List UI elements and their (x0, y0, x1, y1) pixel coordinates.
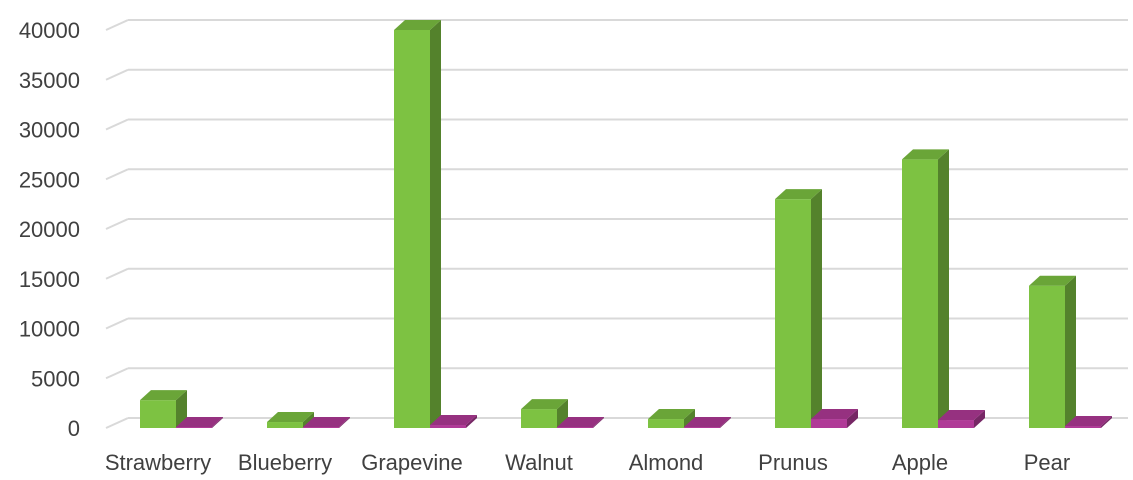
bar-top-face (1029, 275, 1076, 286)
bar (303, 417, 350, 428)
y-tick-label: 10000 (19, 317, 80, 342)
bar (648, 409, 695, 428)
x-tick-label: Almond (629, 450, 704, 475)
bar-front-face (648, 419, 684, 428)
bar-top-face (303, 417, 350, 428)
bar-front-face (902, 159, 938, 428)
x-tick-label: Grapevine (361, 450, 463, 475)
bar-front-face (557, 427, 593, 428)
gridline-depth-edge (105, 417, 129, 429)
bar (775, 189, 822, 428)
bar-side-face (847, 409, 858, 428)
y-tick-label: 40000 (19, 18, 80, 43)
gridline-depth-edge (105, 267, 129, 280)
bar-side-face (339, 417, 350, 428)
bar-side-face (684, 409, 695, 428)
y-tick-label: 15000 (19, 267, 80, 292)
bar-top-face (394, 20, 441, 30)
gridline-depth-edge (105, 68, 129, 81)
y-tick-label: 5000 (31, 366, 80, 391)
bar-front-face (394, 30, 430, 428)
bar-front-face (176, 427, 212, 428)
y-tick-label: 0 (68, 416, 80, 441)
bar (811, 409, 858, 428)
bar-front-face (775, 199, 811, 428)
bar (557, 417, 604, 428)
gridline-depth-edge (105, 118, 129, 131)
x-tick-label: Pear (1024, 450, 1070, 475)
gridlines (105, 19, 1128, 429)
gridline-depth-edge (105, 317, 129, 330)
gridline-depth-edge (105, 168, 129, 181)
bar-front-face (140, 400, 176, 428)
bar-front-face (521, 409, 557, 428)
y-tick-label: 20000 (19, 217, 80, 242)
gridline-depth-edge (105, 367, 129, 380)
bar-side-face (176, 390, 187, 428)
bar-top-face (140, 390, 187, 401)
bar-side-face (303, 412, 314, 428)
bar (430, 415, 477, 428)
y-tick-label: 30000 (19, 118, 80, 143)
bar (394, 20, 441, 428)
y-tick-label: 25000 (19, 167, 80, 192)
bar-front-face (938, 420, 974, 428)
bar-top-face (267, 412, 314, 423)
bar-side-face (593, 417, 604, 428)
bar-front-face (430, 425, 466, 428)
bar (902, 149, 949, 428)
bar-front-face (684, 427, 720, 428)
bar-top-face (176, 417, 223, 428)
bar-side-face (811, 189, 822, 428)
bar-side-face (1065, 275, 1076, 428)
y-axis-ticks: 0 5000 10000 15000 20000 25000 30000 35000 40000 (19, 18, 80, 441)
x-tick-label: Apple (892, 450, 948, 475)
bar (684, 417, 731, 428)
bar-side-face (212, 417, 223, 428)
bar-top-face (775, 189, 822, 200)
x-tick-label: Prunus (758, 450, 828, 475)
bar (1065, 416, 1112, 428)
bar-front-face (811, 419, 847, 428)
bar-top-face (938, 410, 985, 421)
bar-side-face (466, 415, 477, 428)
bar-front-face (267, 422, 303, 428)
bar-top-face (811, 409, 858, 420)
bar (521, 399, 568, 428)
bar (140, 390, 187, 428)
bar-side-face (938, 149, 949, 428)
bar-side-face (1101, 416, 1112, 428)
bar-side-face (557, 399, 568, 428)
bar-top-face (557, 417, 604, 428)
bar-top-face (648, 409, 695, 420)
gridline-depth-edge (105, 218, 129, 230)
bar-top-face (430, 415, 477, 426)
bars (140, 20, 1112, 428)
bar-side-face (430, 20, 441, 428)
bar-top-face (684, 417, 731, 428)
bar (267, 412, 314, 428)
bar-front-face (1029, 285, 1065, 428)
bar (1029, 275, 1076, 428)
bar-top-face (1065, 416, 1112, 427)
bar-side-face (720, 417, 731, 428)
bar (176, 417, 223, 428)
x-tick-label: Walnut (505, 450, 573, 475)
x-tick-label: Strawberry (105, 450, 211, 475)
bar-top-face (902, 149, 949, 160)
bar-side-face (974, 410, 985, 428)
bar-top-face (521, 399, 568, 410)
bar-front-face (1065, 426, 1101, 428)
x-axis-ticks: Strawberry Blueberry Grapevine Walnut Almond… (105, 450, 1070, 475)
gridline-depth-edge (105, 19, 129, 31)
y-tick-label: 35000 (19, 68, 80, 93)
bar (938, 410, 985, 428)
bar-front-face (303, 427, 339, 428)
x-tick-label: Blueberry (238, 450, 332, 475)
